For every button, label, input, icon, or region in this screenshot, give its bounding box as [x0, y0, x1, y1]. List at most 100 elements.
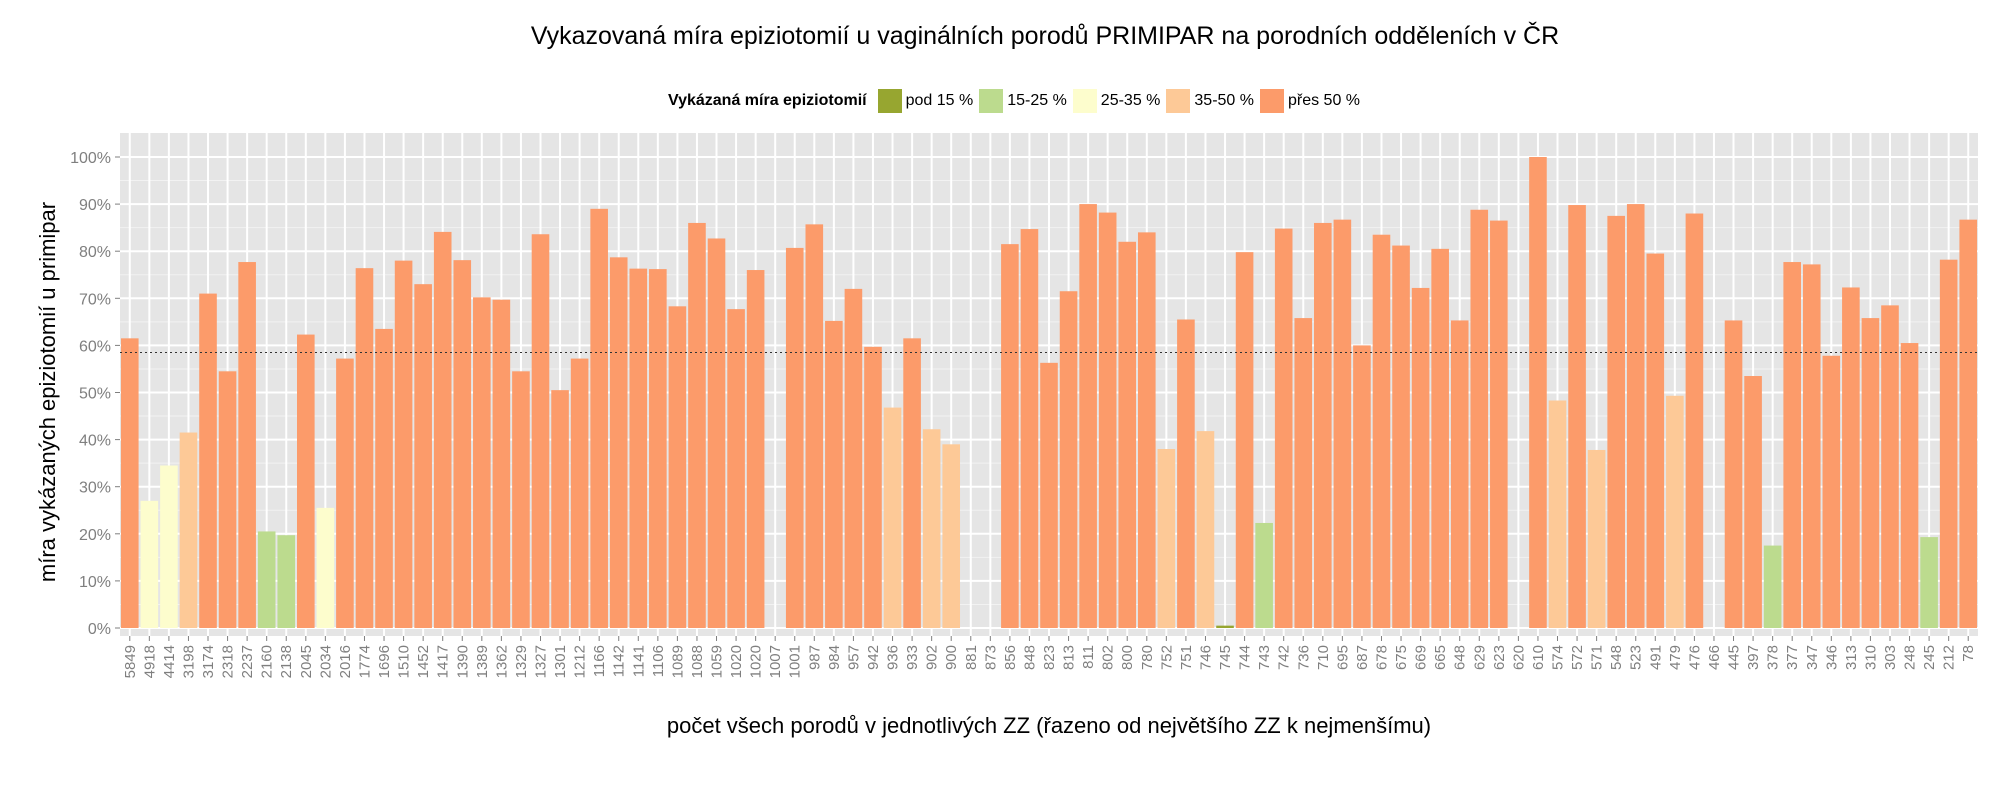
bar [512, 371, 530, 628]
bar [1470, 209, 1489, 628]
bar [1607, 215, 1625, 628]
x-tick-label: 1301 [552, 645, 569, 678]
x-tick-label: 1059 [709, 645, 726, 678]
bar [1900, 343, 1919, 628]
x-tick-label: 378 [1765, 645, 1782, 670]
bar [942, 444, 961, 628]
x-tick-label: 984 [826, 645, 843, 670]
bar [1040, 362, 1058, 628]
bar [1001, 244, 1019, 628]
x-tick-label: 710 [1315, 645, 1332, 670]
x-tick-label: 1390 [454, 645, 471, 678]
bar [199, 293, 217, 628]
bar [1235, 252, 1254, 628]
y-tick-label: 50% [79, 386, 111, 403]
bar [1392, 245, 1410, 628]
bar [668, 306, 687, 628]
x-tick-label: 800 [1119, 645, 1136, 670]
bar [1450, 320, 1469, 628]
bar [864, 346, 882, 628]
x-tick-label: 900 [943, 645, 960, 670]
bar [160, 465, 178, 628]
x-tick-label: 623 [1491, 645, 1508, 670]
x-tick-label: 987 [806, 645, 823, 670]
bar [922, 429, 941, 628]
bar [473, 297, 491, 628]
bar [707, 238, 726, 628]
legend-label-25-35: 25-35 % [1100, 92, 1161, 109]
bar [1059, 291, 1078, 628]
y-tick-label: 100% [70, 150, 111, 167]
x-tick-label: 397 [1745, 645, 1762, 670]
bar [1314, 222, 1332, 628]
x-tick-label: 675 [1393, 645, 1410, 670]
x-tick-label: 1020 [748, 645, 765, 678]
bar [1255, 522, 1273, 628]
x-tick-label: 629 [1471, 645, 1488, 670]
bar [1274, 228, 1293, 629]
y-tick-label: 40% [79, 433, 111, 450]
x-tick-label: 479 [1667, 645, 1684, 670]
bar [238, 262, 256, 628]
y-tick-label: 10% [79, 574, 111, 591]
x-tick-label: 936 [885, 645, 902, 670]
bar [609, 257, 628, 628]
bar [316, 507, 335, 628]
x-tick-label: 1329 [513, 645, 530, 678]
x-tick-label: 1452 [415, 645, 432, 678]
bar [746, 270, 765, 628]
x-tick-label: 742 [1276, 645, 1293, 670]
bar [590, 208, 608, 628]
bar [1822, 355, 1841, 628]
bar [1783, 262, 1802, 628]
bar [1881, 305, 1899, 628]
legend-label-pod-15: pod 15 % [905, 92, 974, 109]
bar [1196, 431, 1215, 628]
x-tick-label: 1696 [376, 645, 393, 678]
legend-item-pod-15: pod 15 % [876, 88, 974, 114]
x-tick-label: 5849 [122, 645, 139, 678]
x-tick-label: 212 [1941, 645, 1958, 670]
bar [1157, 449, 1176, 628]
bar [1587, 449, 1606, 628]
y-tick-label: 80% [79, 244, 111, 261]
bar [1411, 287, 1430, 628]
x-tick-label: 2045 [298, 645, 315, 678]
bar [903, 338, 921, 628]
x-tick-label: 491 [1647, 645, 1664, 670]
x-tick-label: 1166 [591, 645, 608, 677]
x-tick-label: 4918 [141, 645, 158, 678]
bar [1920, 537, 1938, 628]
bar [1079, 204, 1097, 628]
x-tick-label: 3198 [180, 645, 197, 678]
bar [218, 371, 237, 628]
x-tick-label: 347 [1804, 645, 1821, 670]
bar [140, 500, 159, 628]
bar [1431, 248, 1449, 628]
legend-swatch-15-25 [978, 88, 1005, 114]
bar [1098, 212, 1117, 628]
x-tick-label: 2138 [278, 645, 295, 678]
legend-swatch-25-35 [1071, 88, 1098, 114]
x-tick-label: 813 [1061, 645, 1078, 670]
x-tick-label: 2237 [239, 645, 256, 678]
x-tick-label: 313 [1843, 645, 1860, 670]
bar [785, 247, 804, 628]
x-tick-label: 823 [1041, 645, 1058, 670]
bar [825, 320, 843, 628]
bar [1294, 318, 1313, 628]
bar [649, 269, 667, 628]
bar [1490, 220, 1508, 628]
x-tick-label: 548 [1608, 645, 1625, 670]
x-tick-label: 744 [1237, 645, 1254, 670]
bar [727, 309, 745, 628]
x-tick-label: 245 [1921, 645, 1938, 670]
x-tick-label: 957 [845, 645, 862, 670]
bar [1372, 234, 1391, 628]
legend-item-pres-50: přes 50 % [1258, 88, 1360, 114]
x-tick-label: 811 [1080, 645, 1097, 669]
x-tick-label: 476 [1686, 645, 1703, 670]
x-tick-label: 1089 [669, 645, 686, 678]
bar [277, 535, 296, 628]
x-tick-label: 881 [963, 645, 980, 670]
